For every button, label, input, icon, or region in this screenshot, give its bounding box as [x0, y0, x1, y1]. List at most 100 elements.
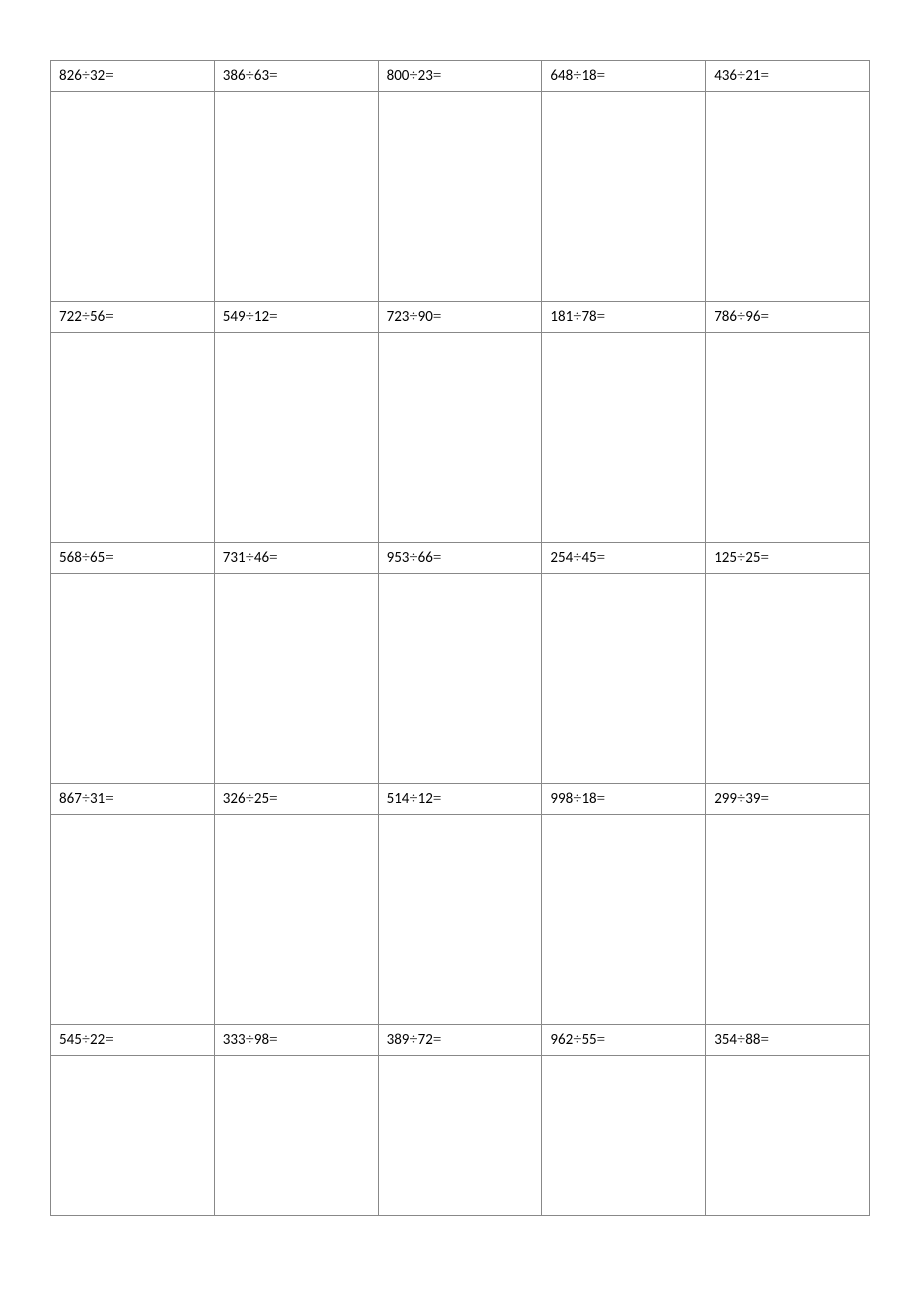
- work-row: [51, 815, 870, 1025]
- division-expression: 125÷25=: [714, 550, 769, 566]
- problem-cell: 568÷65=: [51, 543, 215, 574]
- dividend: 354: [714, 1031, 737, 1049]
- divide-symbol: ÷: [82, 68, 90, 84]
- problem-cell: 514÷12=: [378, 784, 542, 815]
- division-expression: 514÷12=: [387, 791, 442, 807]
- problem-cell: 867÷31=: [51, 784, 215, 815]
- divisor: 18: [581, 790, 596, 808]
- equals-symbol: =: [760, 68, 768, 84]
- equals-symbol: =: [597, 309, 605, 325]
- problem-cell: 181÷78=: [542, 302, 706, 333]
- division-expression: 648÷18=: [550, 68, 605, 84]
- dividend: 731: [223, 549, 246, 567]
- problem-cell: 354÷88=: [706, 1025, 870, 1056]
- division-worksheet-table: 826÷32=386÷63=800÷23=648÷18=436÷21=722÷5…: [50, 60, 870, 1216]
- problem-row: 867÷31=326÷25=514÷12=998÷18=299÷39=: [51, 784, 870, 815]
- division-expression: 436÷21=: [714, 68, 769, 84]
- equals-symbol: =: [433, 550, 441, 566]
- equals-symbol: =: [105, 550, 113, 566]
- equals-symbol: =: [760, 550, 768, 566]
- work-row: [51, 1056, 870, 1216]
- divisor: 78: [581, 308, 596, 326]
- divide-symbol: ÷: [409, 550, 417, 566]
- problem-cell: 648÷18=: [542, 61, 706, 92]
- work-row: [51, 574, 870, 784]
- problem-cell: 731÷46=: [214, 543, 378, 574]
- division-expression: 545÷22=: [59, 1032, 114, 1048]
- equals-symbol: =: [597, 68, 605, 84]
- divisor: 32: [90, 67, 105, 85]
- divide-symbol: ÷: [737, 1032, 745, 1048]
- dividend: 867: [59, 790, 82, 808]
- work-cell: [542, 815, 706, 1025]
- equals-symbol: =: [269, 309, 277, 325]
- equals-symbol: =: [597, 550, 605, 566]
- equals-symbol: =: [269, 791, 277, 807]
- equals-symbol: =: [760, 1032, 768, 1048]
- work-cell: [542, 574, 706, 784]
- division-expression: 254÷45=: [550, 550, 605, 566]
- divide-symbol: ÷: [246, 1032, 254, 1048]
- problem-cell: 389÷72=: [378, 1025, 542, 1056]
- divisor: 21: [745, 67, 760, 85]
- divide-symbol: ÷: [737, 791, 745, 807]
- work-cell: [51, 815, 215, 1025]
- work-cell: [214, 815, 378, 1025]
- dividend: 648: [550, 67, 573, 85]
- work-cell: [378, 574, 542, 784]
- divisor: 65: [90, 549, 105, 567]
- division-expression: 800÷23=: [387, 68, 442, 84]
- problem-cell: 962÷55=: [542, 1025, 706, 1056]
- divisor: 72: [418, 1031, 433, 1049]
- divisor: 56: [90, 308, 105, 326]
- problem-row: 568÷65=731÷46=953÷66=254÷45=125÷25=: [51, 543, 870, 574]
- work-row: [51, 333, 870, 543]
- dividend: 953: [387, 549, 410, 567]
- divide-symbol: ÷: [409, 791, 417, 807]
- problem-row: 826÷32=386÷63=800÷23=648÷18=436÷21=: [51, 61, 870, 92]
- work-cell: [214, 92, 378, 302]
- equals-symbol: =: [105, 309, 113, 325]
- divide-symbol: ÷: [409, 68, 417, 84]
- dividend: 786: [714, 308, 737, 326]
- work-cell: [706, 333, 870, 543]
- problem-cell: 125÷25=: [706, 543, 870, 574]
- divide-symbol: ÷: [82, 550, 90, 566]
- dividend: 568: [59, 549, 82, 567]
- division-expression: 723÷90=: [387, 309, 442, 325]
- divisor: 96: [745, 308, 760, 326]
- work-cell: [378, 1056, 542, 1216]
- division-expression: 299÷39=: [714, 791, 769, 807]
- equals-symbol: =: [105, 1032, 113, 1048]
- divisor: 88: [745, 1031, 760, 1049]
- work-cell: [542, 333, 706, 543]
- dividend: 299: [714, 790, 737, 808]
- divisor: 12: [254, 308, 269, 326]
- division-expression: 389÷72=: [387, 1032, 442, 1048]
- work-cell: [378, 92, 542, 302]
- divisor: 63: [254, 67, 269, 85]
- dividend: 826: [59, 67, 82, 85]
- division-expression: 731÷46=: [223, 550, 278, 566]
- equals-symbol: =: [105, 68, 113, 84]
- dividend: 125: [714, 549, 737, 567]
- problem-cell: 723÷90=: [378, 302, 542, 333]
- problem-row: 545÷22=333÷98=389÷72=962÷55=354÷88=: [51, 1025, 870, 1056]
- equals-symbol: =: [433, 68, 441, 84]
- problem-cell: 998÷18=: [542, 784, 706, 815]
- work-cell: [378, 815, 542, 1025]
- work-cell: [214, 333, 378, 543]
- dividend: 326: [223, 790, 246, 808]
- division-expression: 386÷63=: [223, 68, 278, 84]
- equals-symbol: =: [760, 309, 768, 325]
- divisor: 23: [418, 67, 433, 85]
- problem-cell: 722÷56=: [51, 302, 215, 333]
- work-cell: [51, 1056, 215, 1216]
- divide-symbol: ÷: [246, 68, 254, 84]
- divide-symbol: ÷: [246, 791, 254, 807]
- divide-symbol: ÷: [737, 309, 745, 325]
- work-cell: [51, 574, 215, 784]
- divisor: 66: [418, 549, 433, 567]
- division-expression: 867÷31=: [59, 791, 114, 807]
- work-cell: [706, 574, 870, 784]
